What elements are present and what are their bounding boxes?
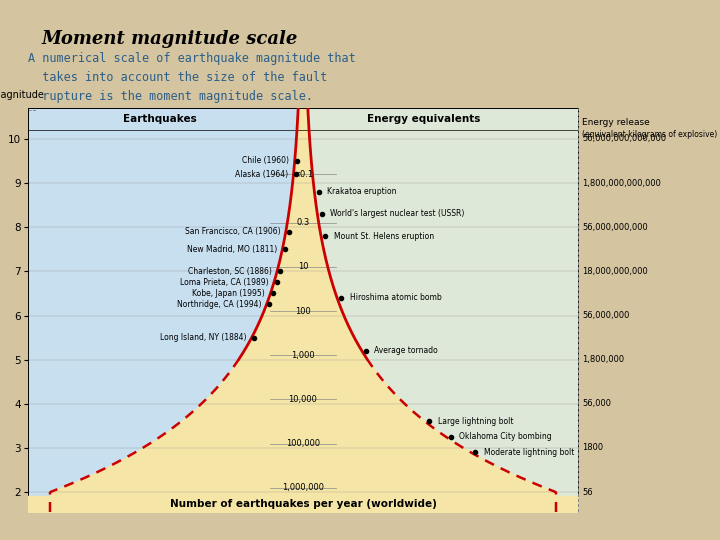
Text: Charleston, SC (1886): Charleston, SC (1886)	[188, 267, 271, 276]
Text: (equivalent kilograms of explosive): (equivalent kilograms of explosive)	[582, 130, 717, 139]
Text: 10,000: 10,000	[289, 395, 318, 404]
Text: 100,000: 100,000	[286, 439, 320, 448]
Text: 1,800,000: 1,800,000	[582, 355, 624, 364]
Text: Mount St. Helens eruption: Mount St. Helens eruption	[333, 232, 433, 240]
Text: Number of earthquakes per year (worldwide): Number of earthquakes per year (worldwid…	[170, 500, 436, 510]
Text: 1,000,000: 1,000,000	[282, 483, 324, 492]
Text: Moment magnitude scale: Moment magnitude scale	[42, 30, 298, 48]
Text: Earthquakes: Earthquakes	[123, 114, 197, 124]
Text: Long Island, NY (1884): Long Island, NY (1884)	[160, 333, 246, 342]
Text: Oklahoma City bombing: Oklahoma City bombing	[459, 433, 552, 441]
Text: Hiroshima atomic bomb: Hiroshima atomic bomb	[350, 293, 441, 302]
Text: San Francisco, CA (1906): San Francisco, CA (1906)	[185, 227, 280, 236]
Text: rupture is the moment magnitude scale.: rupture is the moment magnitude scale.	[28, 90, 313, 103]
Text: 1,800,000,000,000: 1,800,000,000,000	[582, 179, 661, 187]
Text: 1800: 1800	[582, 443, 603, 453]
Text: Krakatoa eruption: Krakatoa eruption	[327, 187, 397, 197]
Text: Average tornado: Average tornado	[374, 346, 438, 355]
Text: 10: 10	[298, 262, 308, 272]
Text: takes into account the size of the fault: takes into account the size of the fault	[28, 71, 328, 84]
Text: <0.1: <0.1	[293, 170, 313, 179]
Text: Moderate lightning bolt: Moderate lightning bolt	[484, 448, 574, 457]
Text: Kobe, Japan (1995): Kobe, Japan (1995)	[192, 289, 265, 298]
Text: 56: 56	[582, 488, 593, 497]
Text: Northridge, CA (1994): Northridge, CA (1994)	[176, 300, 261, 309]
Text: 56,000,000: 56,000,000	[582, 311, 629, 320]
Text: 56,000,000,000: 56,000,000,000	[582, 222, 648, 232]
Text: 100: 100	[295, 307, 311, 315]
Text: A numerical scale of earthquake magnitude that: A numerical scale of earthquake magnitud…	[28, 52, 356, 65]
Text: New Madrid, MO (1811): New Madrid, MO (1811)	[186, 245, 277, 254]
Text: 56,000,000,000,000: 56,000,000,000,000	[582, 134, 666, 144]
Text: Large lightning bolt: Large lightning bolt	[438, 417, 513, 426]
Text: 1,000: 1,000	[291, 351, 315, 360]
Text: 56,000: 56,000	[582, 399, 611, 408]
Text: Energy equivalents: Energy equivalents	[367, 114, 481, 124]
Text: Chile (1960): Chile (1960)	[242, 157, 289, 165]
Text: World's largest nuclear test (USSR): World's largest nuclear test (USSR)	[330, 210, 464, 219]
Text: Magnitude: Magnitude	[0, 90, 44, 100]
Text: 0.3: 0.3	[297, 218, 310, 227]
Text: 18,000,000,000: 18,000,000,000	[582, 267, 648, 276]
Text: Alaska (1964): Alaska (1964)	[235, 170, 288, 179]
Text: Loma Prieta, CA (1989): Loma Prieta, CA (1989)	[180, 278, 269, 287]
Text: Energy release: Energy release	[582, 118, 649, 127]
